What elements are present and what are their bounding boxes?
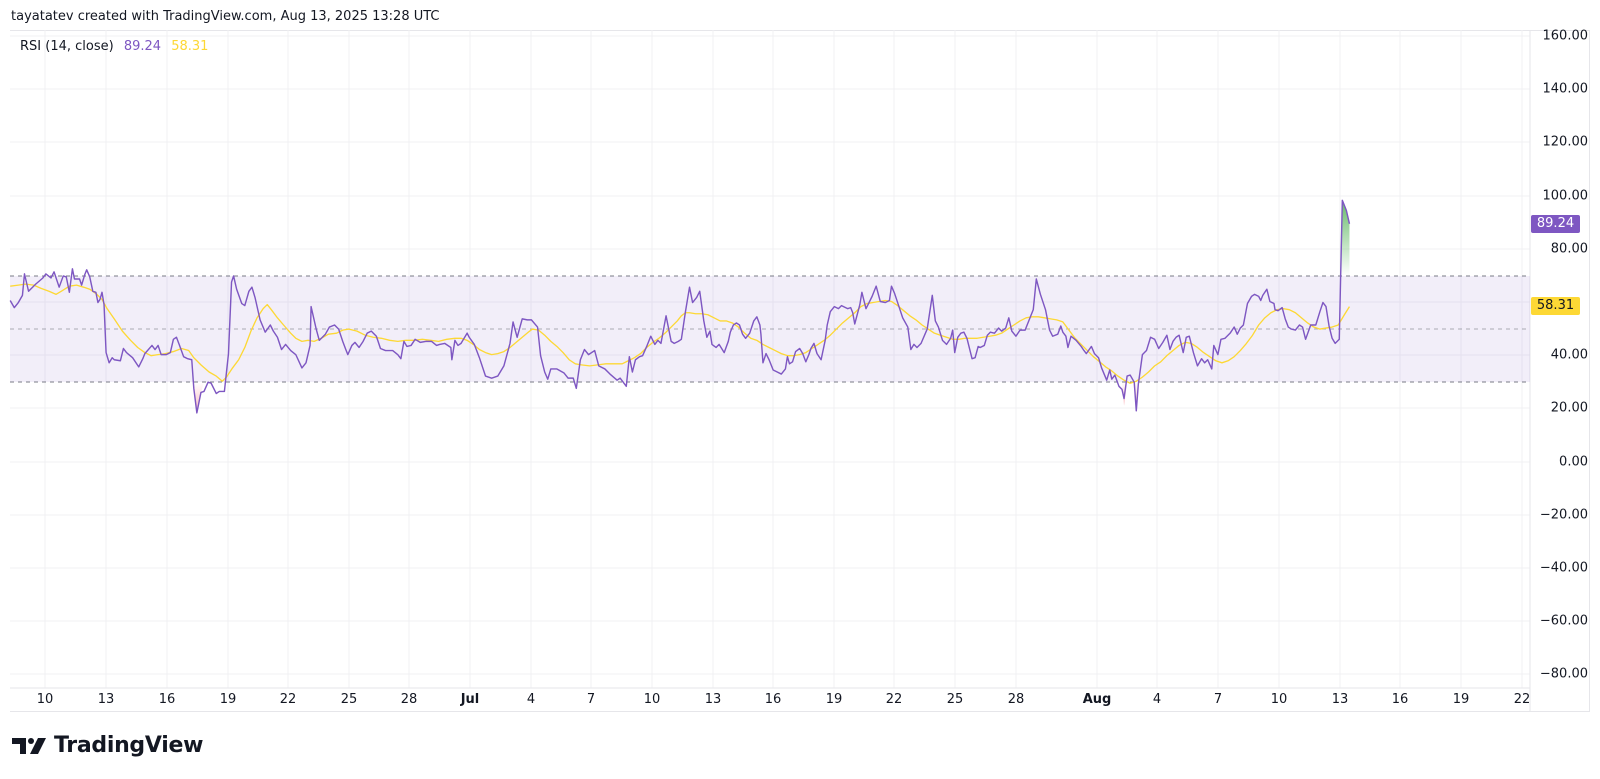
- ma-last-value-badge: 58.31: [1531, 297, 1580, 315]
- y-tick-label: −80.00: [1539, 666, 1588, 682]
- y-tick-label: 0.00: [1559, 454, 1588, 470]
- y-tick-label: −60.00: [1539, 613, 1588, 629]
- rsi-value: 89.24: [123, 39, 162, 54]
- x-tick-label: 10: [1270, 692, 1288, 707]
- x-tick-label: 28: [1007, 692, 1025, 707]
- rsi-line: [9, 199, 1351, 414]
- x-tick-label: 28: [400, 692, 418, 707]
- x-tick-label: 19: [825, 692, 843, 707]
- chart-frame: [10, 30, 1590, 712]
- x-tick-label-month: Jul: [460, 692, 480, 707]
- tradingview-logo-icon: [12, 737, 46, 754]
- x-tick-label-month: Aug: [1082, 692, 1112, 707]
- y-tick-label: 120.00: [1542, 134, 1589, 150]
- rsi-last-value-badge: 89.24: [1531, 215, 1580, 233]
- grid: [10, 30, 1531, 712]
- x-tick-label: 16: [158, 692, 176, 707]
- y-tick-label: 100.00: [1542, 188, 1589, 204]
- rsi-ma-value: 58.31: [171, 39, 209, 54]
- x-tick-label: 22: [885, 692, 903, 707]
- x-tick-label: 19: [1452, 692, 1470, 707]
- x-tick-label: 25: [340, 692, 358, 707]
- y-tick-label: 20.00: [1550, 400, 1588, 416]
- x-tick-label: 10: [643, 692, 661, 707]
- x-tick-label: 22: [1513, 692, 1531, 707]
- x-tick-label: 13: [97, 692, 115, 707]
- y-tick-label: 80.00: [1550, 241, 1588, 257]
- x-tick-label: 13: [1331, 692, 1349, 707]
- y-tick-label: 40.00: [1550, 347, 1588, 363]
- tradingview-logo-text: TradingView: [54, 733, 204, 758]
- y-tick-label: 160.00: [1542, 28, 1589, 44]
- y-tick-label: −40.00: [1539, 560, 1588, 576]
- x-tick-label: 13: [704, 692, 722, 707]
- indicator-legend[interactable]: RSI (14, close) 89.24 58.31: [20, 39, 214, 54]
- attribution-header: tayatatev created with TradingView.com, …: [11, 9, 440, 24]
- x-tick-label: 7: [586, 692, 596, 707]
- oversold-fill: [191, 382, 204, 413]
- tradingview-logo[interactable]: TradingView: [12, 733, 203, 758]
- x-tick-label: 7: [1213, 692, 1223, 707]
- rsi-ma-line: [10, 283, 1351, 384]
- y-tick-label: 140.00: [1542, 81, 1589, 97]
- x-tick-label: 16: [1391, 692, 1409, 707]
- indicator-name: RSI (14, close): [20, 39, 114, 54]
- x-tick-label: 4: [526, 692, 536, 707]
- x-tick-label: 25: [946, 692, 964, 707]
- y-tick-label: −20.00: [1539, 507, 1588, 523]
- x-tick-label: 16: [764, 692, 782, 707]
- x-tick-label: 4: [1152, 692, 1162, 707]
- x-tick-label: 10: [36, 692, 54, 707]
- x-tick-label: 22: [279, 692, 297, 707]
- x-tick-label: 19: [219, 692, 237, 707]
